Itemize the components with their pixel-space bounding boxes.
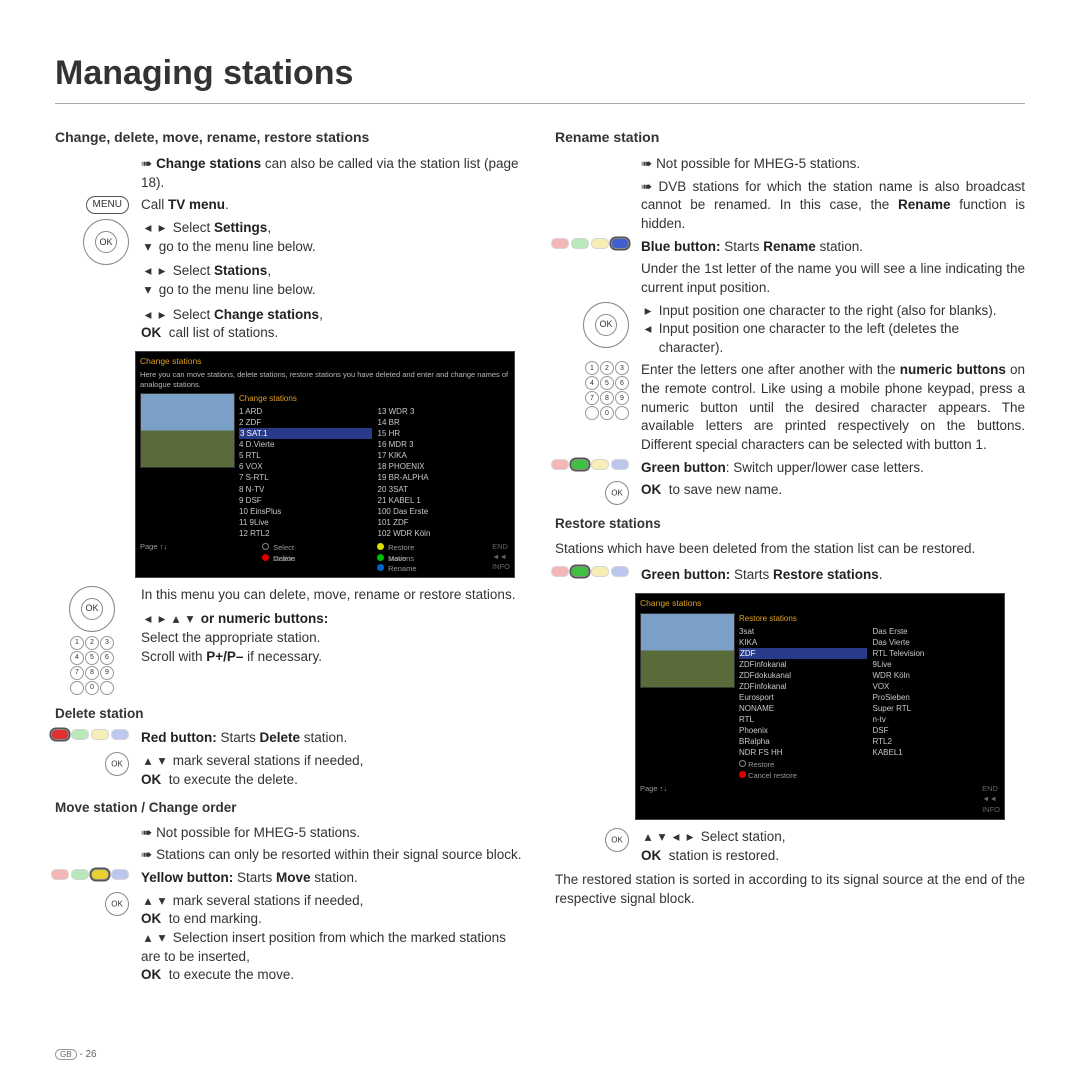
numpad-icon: 1234567890 (585, 361, 629, 420)
ok-pad-icon (583, 302, 629, 348)
ok-station-restored: OK station is restored. (641, 847, 1025, 866)
numpad-icon: 1234567890 (70, 636, 114, 695)
input-left: ◂ Input position one character to the le… (641, 320, 1025, 357)
right-column: Rename station Not possible for MHEG-5 s… (555, 122, 1025, 989)
rename-note-2: DVB stations for which the station name … (641, 178, 1025, 234)
in-this-menu: In this menu you can delete, move, renam… (141, 586, 525, 605)
mark-several-del: ▴▾ mark several stations if needed, (141, 752, 525, 771)
red-button-delete: Red button: Starts Delete station. (141, 729, 525, 748)
divider (55, 103, 1025, 104)
rename-note-1: Not possible for MHEG-5 stations. (641, 155, 1025, 174)
ok-small-icon (105, 752, 129, 776)
green-button-case: Green button: Switch upper/lower case le… (641, 459, 1025, 478)
heading-restore: Restore stations (555, 515, 1025, 534)
ok-call-list: OK call list of stations. (141, 324, 525, 343)
restore-para: Stations which have been deleted from th… (555, 540, 1025, 559)
ok-pad-icon (69, 586, 115, 632)
color-buttons-blue (551, 238, 629, 249)
select-station-restore: ▴▾◂▸ Select station, (641, 828, 1025, 847)
yellow-button-move: Yellow button: Starts Move station. (141, 869, 525, 888)
select-settings: ◂▸ Select Settings, (141, 219, 525, 238)
left-column: Change, delete, move, rename, restore st… (55, 122, 525, 989)
ok-save-name: OK to save new name. (641, 481, 1025, 500)
heading-delete: Delete station (55, 705, 525, 724)
page-footer: GB - 26 (55, 1048, 97, 1062)
color-buttons-red (51, 729, 129, 740)
go-menu-1: ▾ go to the menu line below. (141, 238, 525, 257)
color-buttons-green (551, 459, 629, 470)
ok-pad-icon (83, 219, 129, 265)
heading-change: Change, delete, move, rename, restore st… (55, 128, 525, 147)
select-appropriate: Select the appropriate station. (141, 629, 525, 648)
tv-screenshot-restore: Change stations Restore stations 3satKIK… (635, 593, 1005, 820)
numeric-buttons-line: ◂▸▴▾ or numeric buttons: (141, 610, 525, 629)
ok-exec-move: OK to execute the move. (141, 966, 525, 985)
restore-final: The restored station is sorted in accord… (555, 871, 1025, 908)
call-tv-menu: Call TV menu. (141, 196, 525, 215)
ok-small-icon (105, 892, 129, 916)
blue-button-rename: Blue button: Starts Rename station. (641, 238, 1025, 257)
select-stations: ◂▸ Select Stations, (141, 262, 525, 281)
move-note-2: Stations can only be resorted within the… (141, 846, 525, 865)
tv-screenshot-change: Change stations Here you can move statio… (135, 351, 515, 578)
sel-insert-pos: ▴▾ Selection insert position from which … (141, 929, 525, 966)
heading-rename: Rename station (555, 128, 1025, 147)
ok-end-marking: OK to end marking. (141, 910, 525, 929)
green-button-restore: Green button: Starts Restore stations. (641, 566, 1025, 585)
select-change-stations: ◂▸ Select Change stations, (141, 306, 525, 325)
enter-letters: Enter the letters one after another with… (641, 361, 1025, 454)
input-right: ▸ Input position one character to the ri… (641, 302, 1025, 321)
page-title: Managing stations (55, 50, 1025, 97)
go-menu-2: ▾ go to the menu line below. (141, 281, 525, 300)
heading-move: Move station / Change order (55, 799, 525, 818)
menu-button-icon: MENU (86, 196, 129, 214)
color-buttons-green-restore (551, 566, 629, 577)
color-buttons-yellow (51, 869, 129, 880)
mark-several-move: ▴▾ mark several stations if needed, (141, 892, 525, 911)
ok-small-icon (605, 481, 629, 505)
under-first-letter: Under the 1st letter of the name you wil… (641, 260, 1025, 297)
scroll-pplus: Scroll with P+/P– if necessary. (141, 648, 525, 667)
note-change-via-list: Change stations can also be called via t… (141, 155, 525, 192)
ok-exec-delete: OK to execute the delete. (141, 771, 525, 790)
ok-small-icon (605, 828, 629, 852)
move-note-1: Not possible for MHEG-5 stations. (141, 824, 525, 843)
